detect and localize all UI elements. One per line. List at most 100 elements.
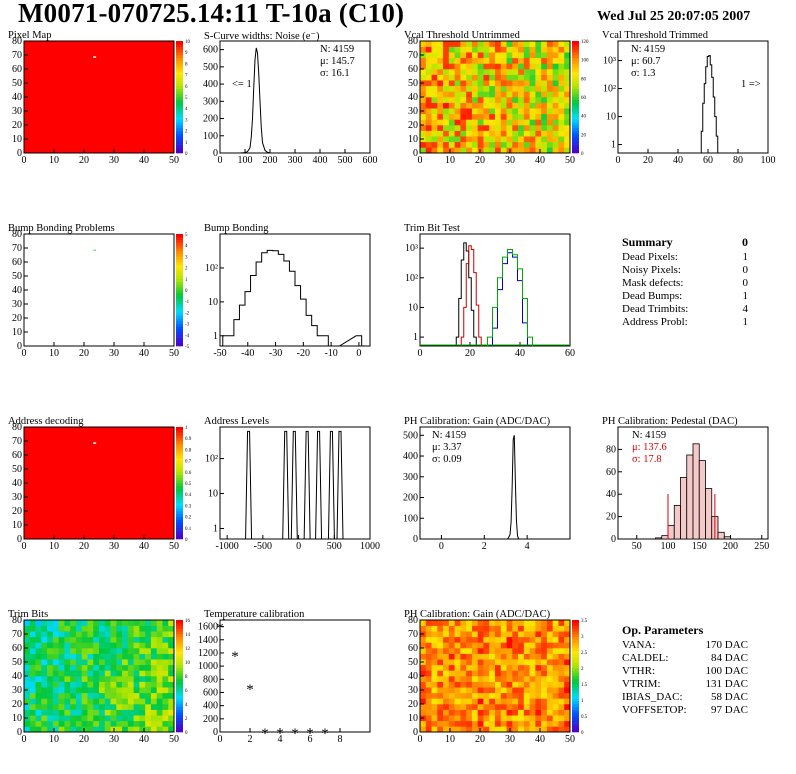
- heatmap-cell: [431, 653, 438, 660]
- x-tick-label: 10: [49, 541, 59, 552]
- heatmap-cell: [87, 676, 94, 682]
- heatmap-cell: [168, 636, 175, 643]
- color-scale-cell: [572, 83, 579, 87]
- x-tick-label: 20: [643, 155, 653, 166]
- x-tick-label: -20: [297, 348, 310, 359]
- heatmap-cell: [133, 681, 140, 688]
- heatmap-cell: [431, 676, 438, 682]
- heatmap-cell: [443, 715, 450, 722]
- heatmap-cell: [70, 620, 77, 626]
- heatmap-cell: [558, 631, 565, 638]
- color-scale-cell: [176, 278, 183, 282]
- heatmap-cell: [58, 648, 65, 654]
- color-scale-cell: [572, 91, 579, 95]
- plot-frame: [219, 426, 371, 540]
- heatmap-cell: [523, 74, 530, 81]
- heatmap-cell: [35, 659, 42, 666]
- heatmap-cell: [483, 670, 490, 677]
- heatmap-cell: [437, 670, 444, 677]
- heatmap-cell: [443, 57, 450, 64]
- color-scale-cell: [176, 474, 183, 478]
- heatmap-cell: [448, 642, 455, 649]
- heatmap-cell: [489, 147, 496, 154]
- color-scale-cell: [572, 701, 579, 705]
- heatmap-cell: [454, 74, 461, 81]
- heatmap-cell: [87, 704, 94, 710]
- heatmap-cell: [443, 91, 450, 98]
- heatmap-cell: [483, 687, 490, 694]
- heatmap-cell: [156, 642, 163, 649]
- y-tick-label: 70: [12, 629, 22, 640]
- heatmap-cell: [541, 636, 548, 643]
- heatmap-cell: [47, 664, 54, 671]
- heatmap-cell: [122, 715, 129, 722]
- heatmap-cell: [437, 141, 444, 148]
- heatmap-cell: [24, 676, 31, 682]
- color-scale-cell: [176, 622, 183, 626]
- heatmap-cell: [75, 653, 82, 660]
- y-tick-label: 10²: [603, 84, 616, 95]
- heatmap-cell: [466, 720, 473, 727]
- color-scale-cell: [176, 80, 183, 84]
- heatmap-cell: [471, 664, 478, 671]
- y-tick-label: 1600: [198, 622, 218, 633]
- heatmap-cell: [162, 726, 169, 733]
- color-scale-cell: [176, 52, 183, 56]
- trim-bit-test-panel: Trim Bit Test 0 20 40 60 1 10 10² 10³: [402, 223, 598, 388]
- heatmap-cell: [489, 715, 496, 722]
- heatmap-cell: [139, 659, 146, 666]
- y-tick-label: 300: [403, 472, 418, 483]
- x-tick-label: 20: [475, 155, 485, 166]
- color-scale-cell: [176, 105, 183, 109]
- color-scale-cell: [572, 687, 579, 691]
- heatmap-cell: [75, 620, 82, 626]
- heatmap-cell: [460, 102, 467, 109]
- heatmap-cell: [454, 102, 461, 109]
- color-scale-label: 5: [185, 96, 188, 101]
- heatmap-cell: [437, 63, 444, 70]
- color-scale-label: 40: [581, 115, 587, 120]
- color-scale-label: -4: [185, 334, 190, 339]
- heatmap-cell: [518, 642, 525, 649]
- heatmap-cell: [541, 653, 548, 660]
- x-tick-label: 0: [418, 734, 423, 745]
- heatmap-cell: [122, 625, 129, 632]
- heatmap-cell: [564, 726, 571, 733]
- y-tick-label: 40: [606, 489, 616, 500]
- heatmap-cell: [535, 709, 542, 716]
- color-scale-cell: [572, 97, 579, 101]
- color-scale-cell: [176, 323, 183, 327]
- heatmap-cell: [425, 681, 432, 688]
- color-scale-cell: [572, 125, 579, 129]
- heatmap-cell: [24, 692, 31, 699]
- heatmap-cell: [483, 676, 490, 682]
- heatmap-cell: [420, 620, 427, 626]
- heatmap-cell: [150, 625, 157, 632]
- heatmap-cell: [420, 41, 427, 47]
- heatmap-cell: [460, 720, 467, 727]
- heatmap-cell: [448, 687, 455, 694]
- heatmap-cell: [518, 653, 525, 660]
- heatmap-cell: [29, 715, 36, 722]
- heatmap-cell: [483, 80, 490, 87]
- heatmap-cell: [471, 136, 478, 143]
- heatmap-cell: [64, 726, 71, 733]
- heatmap-cell: [47, 676, 54, 682]
- heatmap-cell: [162, 620, 169, 626]
- heatmap-cell: [24, 653, 31, 660]
- y-tick-label: 600: [203, 45, 218, 56]
- peak: [245, 430, 253, 540]
- heatmap-cell: [500, 670, 507, 677]
- y-tick-label: 400: [203, 701, 218, 712]
- heatmap-cell: [489, 709, 496, 716]
- color-scale-cell: [176, 133, 183, 137]
- heatmap-cell: [168, 659, 175, 666]
- color-scale-cell: [176, 525, 183, 529]
- heatmap-cell: [506, 52, 513, 59]
- y-tick-label: 60: [606, 467, 616, 478]
- param-value: 100 DAC: [705, 665, 748, 677]
- heatmap-cell: [564, 119, 571, 126]
- heatmap-cell: [512, 69, 519, 75]
